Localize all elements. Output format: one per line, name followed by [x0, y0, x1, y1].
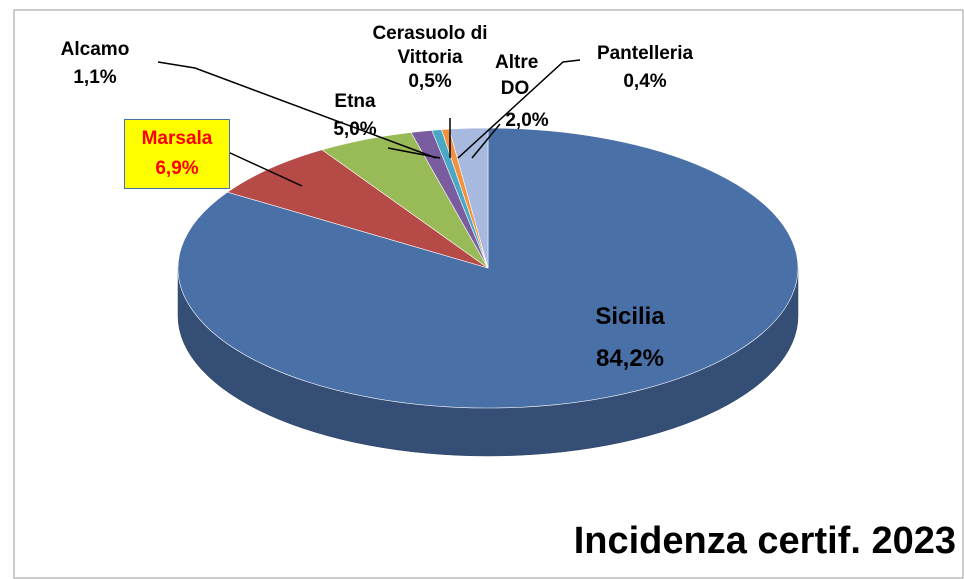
category-label: Pantelleria — [596, 43, 694, 64]
value-label: 2,0% — [505, 110, 549, 131]
value-label: 0,4% — [623, 71, 667, 92]
leader-line — [157, 61, 437, 159]
value-label: 1,1% — [73, 67, 117, 88]
value-label: 5,0% — [333, 119, 377, 140]
slice — [177, 127, 799, 409]
leader-line — [457, 59, 581, 159]
value-label: 6,9% — [155, 158, 199, 179]
chart-title: Incidenza certif. 2023 — [573, 520, 956, 562]
data-label: Sicilia 84,2% — [560, 296, 700, 380]
data-label: Altre DO 2,0% — [480, 50, 550, 131]
data-label: Etna 5,0% — [320, 88, 390, 144]
category-label: Cerasuolo di Vittoria — [372, 23, 488, 68]
leader-line — [471, 123, 501, 159]
category-label: Alcamo — [60, 39, 130, 60]
value-label: 84,2% — [595, 345, 665, 372]
data-label: Cerasuolo di Vittoria 0,5% — [355, 22, 505, 94]
data-label: Pantelleria 0,4% — [570, 40, 720, 96]
value-label: 0,5% — [408, 71, 452, 92]
category-label: Etna — [334, 91, 376, 112]
data-label: Marsala 6,9% — [124, 119, 230, 189]
category-label: Altre DO — [495, 52, 539, 99]
leader-line — [227, 151, 303, 187]
category-label: Sicilia — [595, 303, 665, 330]
slice — [448, 127, 489, 269]
leader-line — [387, 147, 441, 159]
pie — [177, 127, 799, 457]
leader-lines — [157, 59, 581, 187]
slice — [226, 149, 489, 269]
category-label: Marsala — [141, 128, 213, 149]
data-label: Alcamo 1,1% — [40, 36, 150, 92]
